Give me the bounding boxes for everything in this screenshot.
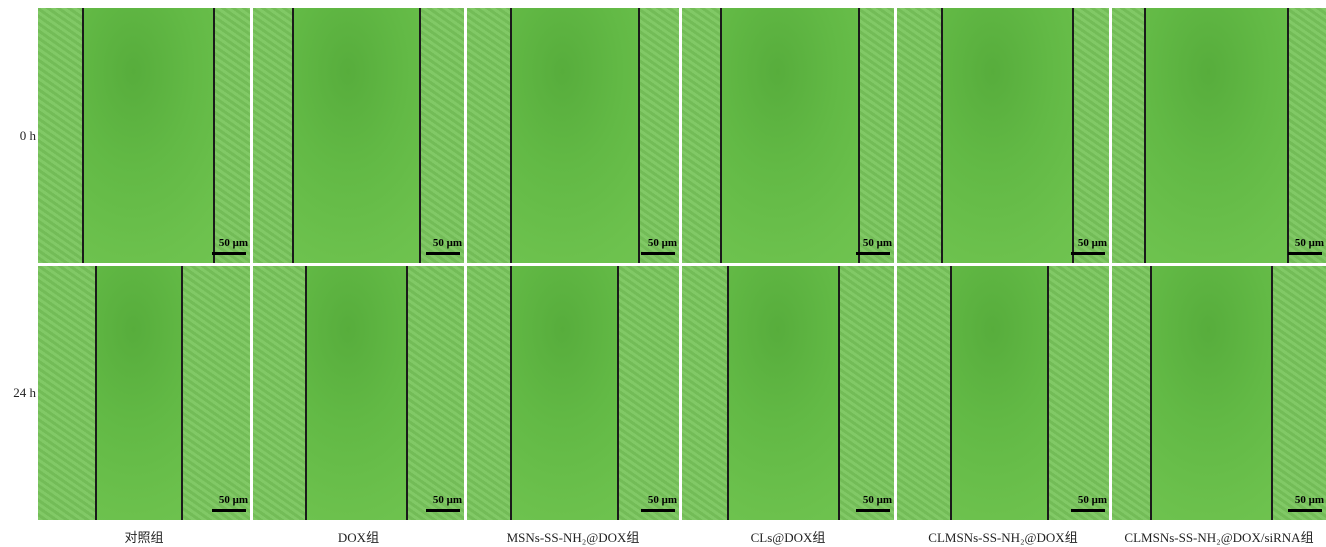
cell-region (253, 266, 305, 520)
scale-bar-label: 50 μm (219, 494, 248, 506)
micrograph-panel: 50 μm (1112, 8, 1326, 263)
scale-bar (212, 509, 246, 512)
cell-region (181, 266, 250, 520)
scratch-edge (1144, 8, 1146, 263)
scratch-edge (950, 266, 952, 520)
scale-bar (212, 252, 246, 255)
cell-region (1271, 266, 1326, 520)
scale-bar-label: 50 μm (863, 494, 892, 506)
scratch-edge (1287, 8, 1289, 263)
cell-region (682, 8, 720, 263)
cell-region (1047, 266, 1109, 520)
cell-region (38, 8, 82, 263)
cell-region (38, 266, 95, 520)
scratch-edge (858, 8, 860, 263)
cell-region (213, 8, 250, 263)
scale-bar (856, 509, 890, 512)
scale-bar (426, 252, 460, 255)
scratch-edge (95, 266, 97, 520)
micrograph-panel: 50 μm (253, 8, 464, 263)
cell-region (858, 8, 894, 263)
cell-region (467, 8, 510, 263)
scale-bar (1288, 252, 1322, 255)
scale-bar-label: 50 μm (433, 494, 462, 506)
scratch-edge (510, 266, 512, 520)
cell-region (467, 266, 510, 520)
micrograph-panel: 50 μm (682, 8, 894, 263)
scratch-edge (181, 266, 183, 520)
scratch-edge (510, 8, 512, 263)
scratch-edge (727, 266, 729, 520)
scratch-edge (720, 8, 722, 263)
column-label: DOX组 (253, 527, 464, 546)
cell-region (838, 266, 894, 520)
cell-region (638, 8, 679, 263)
scale-bar (856, 252, 890, 255)
cell-region (617, 266, 679, 520)
scratch-edge (305, 266, 307, 520)
micrograph-panel: 50 μm (1112, 266, 1326, 520)
cell-region (682, 266, 727, 520)
scale-bar-label: 50 μm (863, 237, 892, 249)
cell-region (1112, 266, 1150, 520)
micrograph-panel: 50 μm (897, 266, 1109, 520)
scale-bar-label: 50 μm (1078, 237, 1107, 249)
micrograph-panel: 50 μm (38, 266, 250, 520)
scratch-edge (1047, 266, 1049, 520)
scratch-edge (941, 8, 943, 263)
scratch-edge (419, 8, 421, 263)
scale-bar-label: 50 μm (219, 237, 248, 249)
micrograph-panel: 50 μm (682, 266, 894, 520)
micrograph-panel: 50 μm (897, 8, 1109, 263)
cell-region (897, 266, 950, 520)
column-label: CLs@DOX组 (682, 527, 894, 546)
cell-region (1072, 8, 1109, 263)
scratch-edge (406, 266, 408, 520)
scale-bar (641, 252, 675, 255)
scratch-edge (213, 8, 215, 263)
scale-bar (426, 509, 460, 512)
column-label: CLMSNs-SS-NH₂@DOX/siRNA组 (1112, 527, 1326, 546)
micrograph-panel: 50 μm (253, 266, 464, 520)
scratch-edge (838, 266, 840, 520)
figure: 0 h24 h对照组DOX组MSNs-SS-NH₂@DOX组CLs@DOX组CL… (0, 0, 1326, 547)
scratch-edge (1150, 266, 1152, 520)
scale-bar-label: 50 μm (1295, 237, 1324, 249)
scale-bar (1071, 252, 1105, 255)
row-label: 24 h (0, 385, 36, 401)
scratch-edge (638, 8, 640, 263)
cell-region (1287, 8, 1326, 263)
cell-region (897, 8, 941, 263)
scratch-edge (82, 8, 84, 263)
column-label: CLMSNs-SS-NH₂@DOX组 (897, 527, 1109, 546)
scale-bar-label: 50 μm (648, 494, 677, 506)
scale-bar (641, 509, 675, 512)
scratch-edge (292, 8, 294, 263)
micrograph-panel: 50 μm (467, 8, 679, 263)
scratch-edge (1271, 266, 1273, 520)
scale-bar-label: 50 μm (1078, 494, 1107, 506)
scale-bar-label: 50 μm (1295, 494, 1324, 506)
micrograph-panel: 50 μm (467, 266, 679, 520)
scale-bar (1288, 509, 1322, 512)
scratch-edge (617, 266, 619, 520)
scratch-edge (1072, 8, 1074, 263)
column-label: MSNs-SS-NH₂@DOX组 (467, 527, 679, 546)
cell-region (253, 8, 292, 263)
column-label: 对照组 (38, 527, 250, 546)
micrograph-panel: 50 μm (38, 8, 250, 263)
row-label: 0 h (0, 128, 36, 144)
scale-bar-label: 50 μm (648, 237, 677, 249)
cell-region (406, 266, 464, 520)
cell-region (1112, 8, 1144, 263)
cell-region (419, 8, 464, 263)
scale-bar (1071, 509, 1105, 512)
scale-bar-label: 50 μm (433, 237, 462, 249)
